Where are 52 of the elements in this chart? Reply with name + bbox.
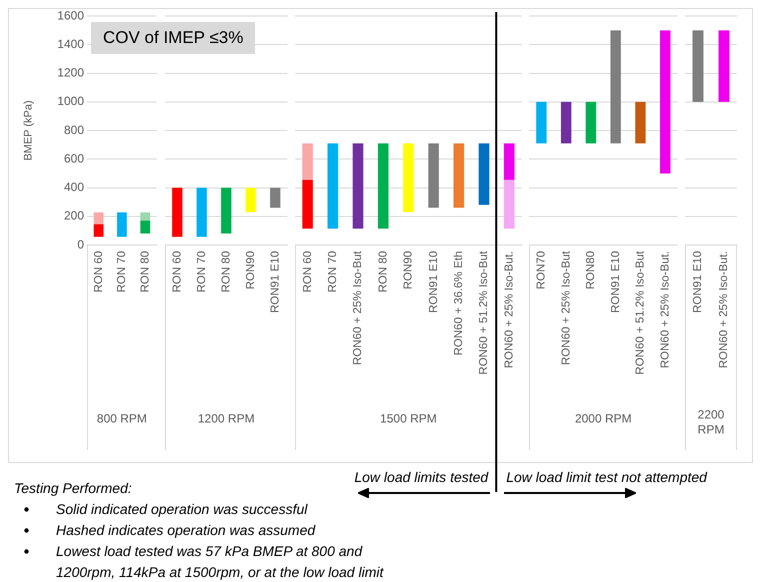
x-tick-label: RON90 (244, 251, 257, 290)
y-tick-label: 800 (64, 122, 84, 137)
x-tick-label: RON60 + 25% Iso-But. (503, 251, 516, 368)
x-tick-label: RON60 + 36.6% Eth (452, 251, 465, 356)
bar (117, 212, 127, 237)
x-tick-label: RON91 E10 (428, 251, 440, 314)
x-tick-label: RON 80 (139, 251, 152, 293)
text: Hashed indicates operation was assumed (56, 522, 316, 538)
x-tick-label: RON 70 (326, 251, 339, 293)
x-tick-label: RON60 + 25% Iso-But. (718, 251, 730, 368)
x-tick-label: RON 70 (196, 251, 208, 293)
y-tick-label: 600 (64, 151, 84, 166)
text: Lowest load tested was 57 kPa BMEP at 800 and 1200rpm, 114kPa at 1500rpm, or at the low load limit (56, 543, 384, 580)
x-tick-label: RON90 (402, 251, 415, 290)
x-tick-label: RON60 + 25% Iso-But. (659, 251, 672, 368)
y-tick-label: 1000 (57, 94, 84, 108)
x-axis-title: 2000 RPM (574, 411, 632, 426)
y-axis-title: BMEP (kPa) (22, 100, 35, 161)
x-axis-title: 2200 RPM (698, 407, 725, 436)
x-tick-label: RON 80 (377, 251, 390, 293)
text: Low load limits tested (354, 469, 488, 485)
x-tick-label: RON60 + 51.2% Iso-But (634, 250, 647, 375)
x-axis-title: 800 RPM (96, 411, 147, 426)
x-tick-label: RON91 E10 (269, 251, 282, 314)
y-tick-label: 1400 (57, 36, 84, 51)
y-tick-label: 200 (64, 208, 84, 223)
bar (140, 220, 150, 234)
x-tick-label: RON 80 (220, 251, 232, 293)
x-tick-label: RON70 (536, 251, 548, 290)
text: Testing Performed: (14, 480, 132, 496)
x-tick-label: RON60 + 25% Iso-But (560, 250, 572, 366)
bar (94, 212, 104, 224)
x-tick-label: RON 60 (171, 251, 184, 293)
text: Solid indicated operation was successful (56, 501, 308, 517)
x-tick-label: RON 60 (302, 251, 314, 293)
x-tick-label: RON 70 (116, 251, 128, 293)
x-tick-label: RON60 + 51.2% Iso-But (478, 250, 490, 375)
x-axis-title: 1200 RPM (198, 411, 255, 426)
bar (94, 224, 104, 237)
x-tick-label: RON 60 (92, 251, 105, 293)
x-axis-title: 1500 RPM (380, 411, 437, 426)
x-tick-label: RON91 E10 (692, 251, 704, 314)
y-tick-label: 400 (64, 180, 84, 194)
x-tick-label: RON80 (585, 251, 598, 290)
bar (140, 212, 150, 221)
y-tick-label: 1200 (57, 66, 84, 80)
x-tick-label: RON60 + 25% Iso-But (352, 250, 364, 366)
text: Low load limit test not attempted (506, 469, 707, 485)
x-tick-label: RON91 E10 (610, 251, 622, 314)
y-tick-label: 1600 (57, 8, 84, 22)
annotation: COV of IMEP ≤3% (91, 22, 256, 54)
y-tick-label: 0 (77, 237, 84, 252)
